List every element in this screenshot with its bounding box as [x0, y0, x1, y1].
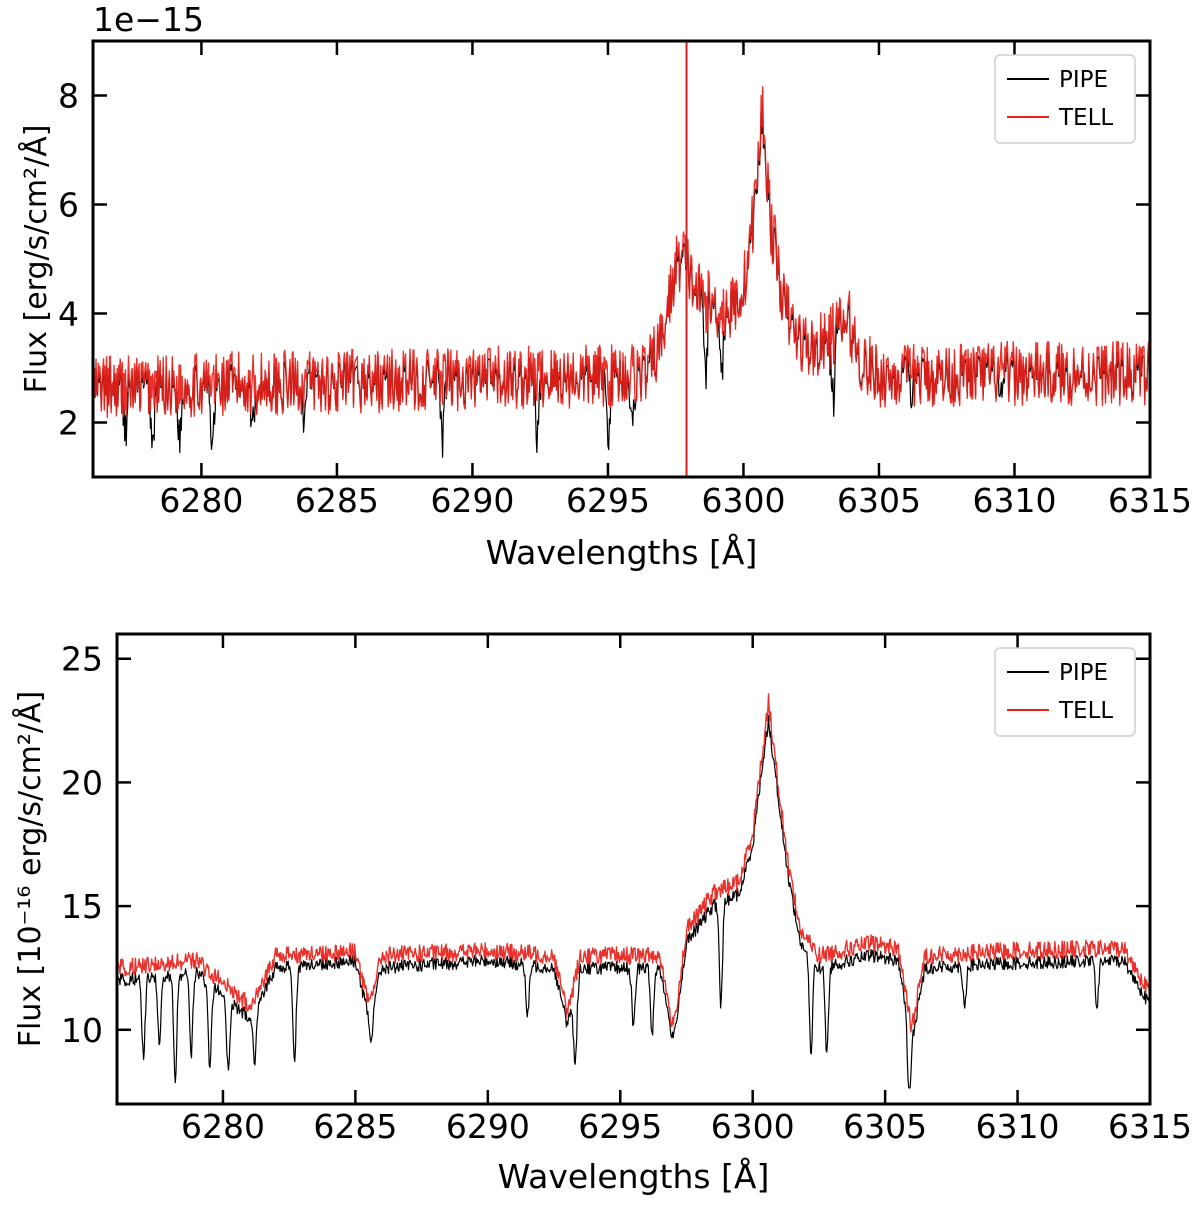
x-tick-label: 6285 — [295, 481, 379, 520]
series-line-pipe — [117, 714, 1150, 1089]
plot-area — [117, 693, 1150, 1089]
x-tick-label: 6295 — [566, 481, 650, 520]
legend-label-pipe: PIPE — [1059, 67, 1108, 93]
x-tick-label: 6305 — [843, 1107, 927, 1146]
series-line-tell — [117, 693, 1150, 1033]
x-tick-label: 6300 — [701, 481, 785, 520]
bottom-panel: 6280 6285 6290 6295 6300 6305 6310 6315 10 15 20 25… — [12, 632, 1192, 1196]
x-tick-label: 6290 — [446, 1107, 530, 1146]
x-tick-label: 6300 — [711, 1107, 795, 1146]
x-tick-label: 6305 — [837, 481, 921, 520]
y-axis-label: Flux [erg/s/cm²/Å] — [18, 125, 54, 394]
legend: PIPE TELL — [994, 54, 1136, 144]
y-tick-label: 2 — [58, 404, 79, 443]
series-line-tell — [93, 86, 1150, 419]
x-tick-label: 6310 — [972, 481, 1056, 520]
x-tick-label: 6310 — [976, 1107, 1060, 1146]
x-axis-label: Wavelengths [Å] — [498, 1156, 770, 1196]
x-axis-label: Wavelengths [Å] — [486, 532, 758, 572]
axes-frame — [115, 632, 1152, 1106]
x-tick-label: 6285 — [313, 1107, 397, 1146]
y-tick-label: 20 — [61, 763, 103, 802]
legend: PIPE TELL — [994, 647, 1136, 737]
legend-box — [994, 54, 1136, 144]
legend-label-tell: TELL — [1058, 698, 1113, 724]
y-tick-label: 8 — [58, 77, 79, 116]
x-tick-label: 6315 — [1108, 481, 1192, 520]
legend-label-pipe: PIPE — [1059, 660, 1108, 686]
legend-box — [994, 647, 1136, 737]
axes-frame — [91, 39, 1152, 479]
top-panel: 6280 6285 6290 6295 6300 6305 6310 6315 2 4 6 8 1e−1… — [18, 0, 1192, 572]
y-tick-label: 10 — [61, 1011, 103, 1050]
y-tick-label: 4 — [58, 295, 79, 334]
x-tick-label: 6295 — [578, 1107, 662, 1146]
y-tick-label: 25 — [61, 640, 103, 679]
y-tick-label: 15 — [61, 887, 103, 926]
y-offset-label: 1e−15 — [93, 0, 204, 39]
y-axis-label: Flux [10⁻¹⁶ erg/s/cm²/Å] — [12, 691, 48, 1047]
plot-area — [93, 41, 1150, 477]
x-tick-label: 6280 — [181, 1107, 265, 1146]
x-tick-label: 6280 — [159, 481, 243, 520]
y-tick-label: 6 — [58, 186, 79, 225]
legend-label-tell: TELL — [1058, 105, 1113, 131]
x-tick-label: 6315 — [1108, 1107, 1192, 1146]
x-tick-label: 6290 — [430, 481, 514, 520]
